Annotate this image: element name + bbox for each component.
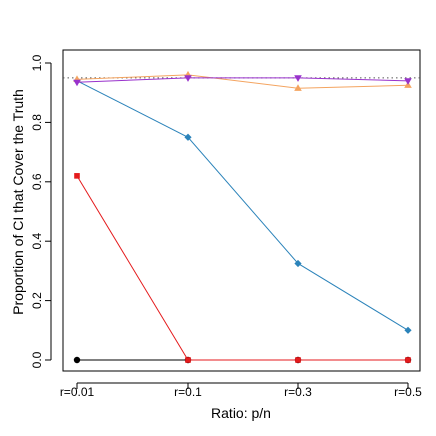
y-axis: 0.0 0.2 0.4 0.6 0.8 1.0: [30, 54, 52, 368]
series-triangle-down: [73, 75, 412, 87]
data-point: [295, 357, 301, 363]
data-point: [73, 79, 81, 87]
series-diamond: [73, 77, 412, 334]
x-axis-title: Ratio: p/n: [211, 405, 271, 421]
data-point: [73, 356, 81, 364]
data-point: [294, 84, 302, 91]
x-tick-label: r=0.5: [394, 385, 422, 399]
y-tick-label: 0.0: [30, 351, 44, 368]
data-point: [184, 133, 192, 141]
y-tick-label: 0.6: [30, 173, 44, 190]
x-tick-label: r=0.1: [174, 385, 202, 399]
y-tick-label: 0.2: [30, 292, 44, 309]
series-line: [76, 80, 409, 331]
data-point: [185, 357, 191, 363]
data-point: [184, 75, 192, 82]
data-point: [294, 259, 302, 268]
series-square: [74, 173, 411, 363]
series-line: [76, 175, 408, 361]
data-point: [294, 75, 302, 82]
data-point: [74, 173, 80, 179]
series-line: [76, 74, 409, 89]
series-line: [76, 77, 409, 83]
x-axis: r=0.01 r=0.1 r=0.3 r=0.5: [60, 382, 422, 399]
data-point: [404, 326, 412, 334]
y-tick-label: 0.8: [30, 114, 44, 131]
x-tick-label: r=0.01: [60, 385, 95, 399]
y-tick-label: 0.4: [30, 233, 44, 250]
series-layer: [73, 70, 412, 364]
data-point: [405, 357, 411, 363]
plot-frame: [62, 49, 421, 372]
x-tick-label: r=0.3: [284, 385, 312, 399]
y-axis-title: Proportion of CI that Cover the Truth: [10, 89, 26, 315]
data-point: [404, 78, 412, 85]
y-tick-label: 1.0: [30, 54, 44, 71]
